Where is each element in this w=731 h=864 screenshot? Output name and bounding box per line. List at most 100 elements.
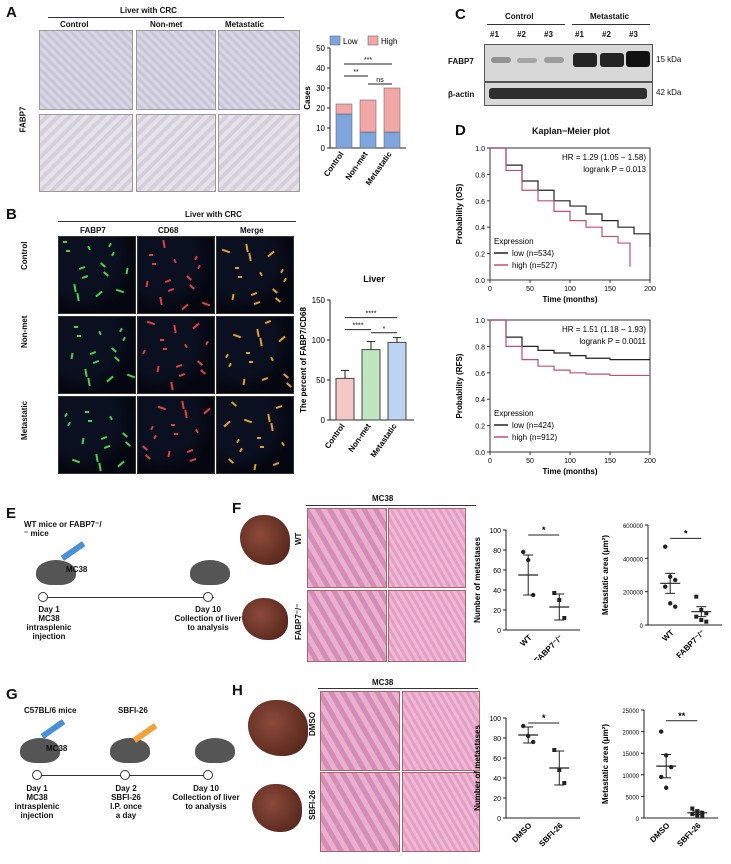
- y-tick-label: 0.2: [475, 252, 485, 259]
- fluor-signal: [145, 280, 149, 288]
- panel-f-row-ko: FABP7⁻/⁻: [294, 603, 303, 640]
- panel-h-row-dmso: DMSO: [308, 712, 317, 736]
- panel-f-row-wt: WT: [294, 532, 303, 545]
- he-low-ko: [307, 590, 387, 662]
- wb-row-actin: β-actin: [448, 90, 475, 99]
- fluor-signal: [156, 365, 160, 373]
- x-tick-label: 50: [526, 286, 534, 293]
- x-tick-label: Control: [323, 422, 347, 450]
- legend-label-low: low (n=424): [512, 421, 554, 430]
- mouse-icon-g1: [20, 738, 60, 763]
- fluor-signal: [275, 297, 281, 303]
- x-tick-label: Control: [322, 150, 346, 178]
- fluor-signal: [108, 242, 112, 248]
- fluor-signal: [236, 438, 240, 444]
- wb-lane-1: #1: [490, 30, 499, 39]
- legend-label-low: low (n=534): [512, 249, 554, 258]
- fluor-signal: [238, 276, 242, 278]
- fluor-signal: [286, 382, 292, 388]
- fluor-signal: [239, 447, 243, 453]
- panel-e-mice: WT mice or FABP7⁻/⁻ mice: [24, 520, 102, 538]
- fluor-signal: [70, 352, 74, 360]
- fluor-signal: [189, 458, 197, 462]
- fluor-signal: [117, 460, 125, 468]
- fluor-signal: [267, 250, 275, 258]
- y-tick-label: 50: [316, 44, 325, 53]
- y-tick-label: 60: [493, 568, 501, 575]
- y-tick-label: 600000: [623, 524, 644, 530]
- fluor-signal: [160, 339, 164, 341]
- y-tick-label: 0: [321, 144, 326, 153]
- y-tick-label: 0: [640, 624, 644, 630]
- km-curve-low: [490, 147, 651, 247]
- timeline-e-dot1: [38, 592, 48, 602]
- fluor-signal: [225, 353, 229, 359]
- wb-blot-actin: [484, 82, 653, 106]
- fluor-image-r3-c1: [58, 396, 136, 474]
- fluor-signal: [253, 463, 257, 471]
- panel-b-header: Liver with CRC: [185, 210, 242, 219]
- y-tick-label: 100: [312, 336, 326, 345]
- liver-photo-sbfi: [252, 784, 302, 832]
- fluor-signal: [259, 337, 263, 347]
- fluor-signal: [95, 290, 103, 298]
- fluor-signal: [167, 450, 171, 458]
- x-tick-label: Non-met: [344, 150, 370, 182]
- timeline-g-dot1: [32, 770, 42, 780]
- data-point: [699, 608, 704, 612]
- data-point: [699, 618, 704, 622]
- fluor-signal: [260, 446, 264, 448]
- y-tick-label: 0.6: [475, 371, 485, 378]
- fluor-signal: [272, 462, 280, 466]
- fluor-signal: [111, 251, 115, 257]
- ihc-zoom-metastatic: [218, 114, 300, 192]
- y-tick-label: 0.6: [475, 199, 485, 206]
- fluor-signal: [197, 360, 203, 366]
- x-tick-label: WT: [660, 628, 675, 643]
- km-plot-rfs: 0.0 0.2 0.4 0.6 0.8 1.0 0 50 100 150 200 Time (mont…: [455, 318, 656, 476]
- sig-label: ***: [364, 57, 372, 64]
- fluor-signal: [283, 277, 287, 283]
- fluor-signal: [192, 322, 200, 330]
- y-tick-label: 0: [321, 416, 326, 425]
- data-point: [668, 601, 673, 606]
- fluor-image-r2-c3: [216, 316, 294, 394]
- data-point: [694, 614, 699, 619]
- fluor-signal: [186, 275, 192, 281]
- hr-text: HR = 1.51 (1.18 − 1.93): [562, 325, 646, 334]
- sig-label: *: [383, 326, 386, 333]
- ihc-zoom-control: [39, 114, 133, 192]
- y-tick-label: 80: [493, 548, 501, 555]
- data-point: [562, 781, 567, 785]
- fluor-signal: [146, 320, 156, 326]
- y-tick-label: 30: [316, 84, 325, 93]
- fluor-signal: [281, 441, 285, 447]
- fluor-signal: [270, 422, 274, 432]
- legend-swatch-high: [367, 35, 379, 46]
- y-tick-label: 0.8: [475, 344, 485, 351]
- wb-lane-2: #2: [517, 30, 526, 39]
- y-axis-label: Metastatic area (μm²): [601, 724, 610, 804]
- km-curve-high: [490, 147, 631, 267]
- fluor-signal: [164, 279, 172, 283]
- fluor-signal: [235, 267, 239, 269]
- mouse-icon-g2: [110, 738, 150, 763]
- fluor-signal: [115, 288, 125, 294]
- he-high-sbfi: [402, 772, 480, 852]
- legend-label-high: high (n=912): [512, 433, 557, 442]
- fluor-signal: [92, 360, 100, 364]
- fluor-signal: [200, 369, 206, 375]
- fluor-signal: [245, 243, 249, 253]
- fluor-signal: [145, 454, 151, 460]
- fluor-signal: [119, 327, 123, 333]
- y-tick-label: 100: [489, 528, 501, 535]
- timeline-g-dot2: [120, 770, 130, 780]
- y-tick-label: 20000: [622, 731, 639, 737]
- bar-low: [383, 131, 401, 149]
- wb-blot-fabp7: [484, 44, 653, 82]
- data-point: [694, 594, 699, 599]
- x-tick-label: FABP7⁻/⁻: [675, 628, 707, 660]
- fluor-signal: [95, 453, 99, 463]
- y-axis-label: Probability (RFS): [455, 353, 464, 418]
- panel-g-drug: SBFI-26: [118, 706, 148, 715]
